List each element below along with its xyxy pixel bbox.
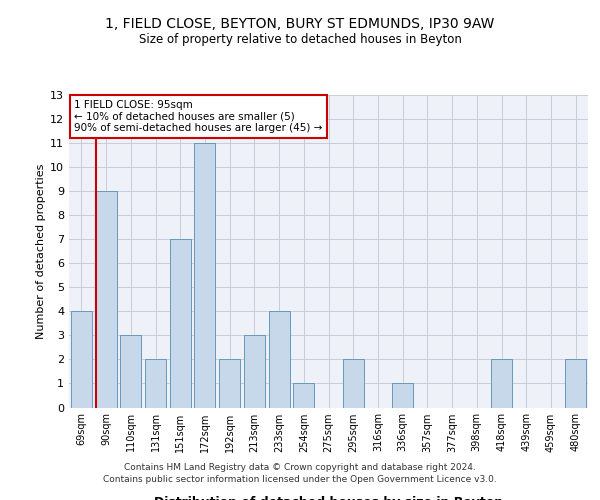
Text: Contains public sector information licensed under the Open Government Licence v3: Contains public sector information licen…: [103, 475, 497, 484]
Bar: [194, 143, 215, 407]
Bar: [170, 239, 191, 408]
Bar: [565, 360, 586, 408]
Bar: [269, 312, 290, 408]
Bar: [145, 360, 166, 408]
Bar: [392, 384, 413, 407]
Text: Contains HM Land Registry data © Crown copyright and database right 2024.: Contains HM Land Registry data © Crown c…: [124, 462, 476, 471]
X-axis label: Distribution of detached houses by size in Beyton: Distribution of detached houses by size …: [154, 496, 503, 500]
Bar: [95, 191, 116, 408]
Text: 1, FIELD CLOSE, BEYTON, BURY ST EDMUNDS, IP30 9AW: 1, FIELD CLOSE, BEYTON, BURY ST EDMUNDS,…: [106, 18, 494, 32]
Bar: [120, 336, 141, 407]
Bar: [343, 360, 364, 408]
Bar: [219, 360, 240, 408]
Bar: [244, 336, 265, 407]
Bar: [491, 360, 512, 408]
Y-axis label: Number of detached properties: Number of detached properties: [36, 164, 46, 339]
Text: Size of property relative to detached houses in Beyton: Size of property relative to detached ho…: [139, 32, 461, 46]
Text: 1 FIELD CLOSE: 95sqm
← 10% of detached houses are smaller (5)
90% of semi-detach: 1 FIELD CLOSE: 95sqm ← 10% of detached h…: [74, 100, 323, 133]
Bar: [293, 384, 314, 407]
Bar: [71, 312, 92, 408]
